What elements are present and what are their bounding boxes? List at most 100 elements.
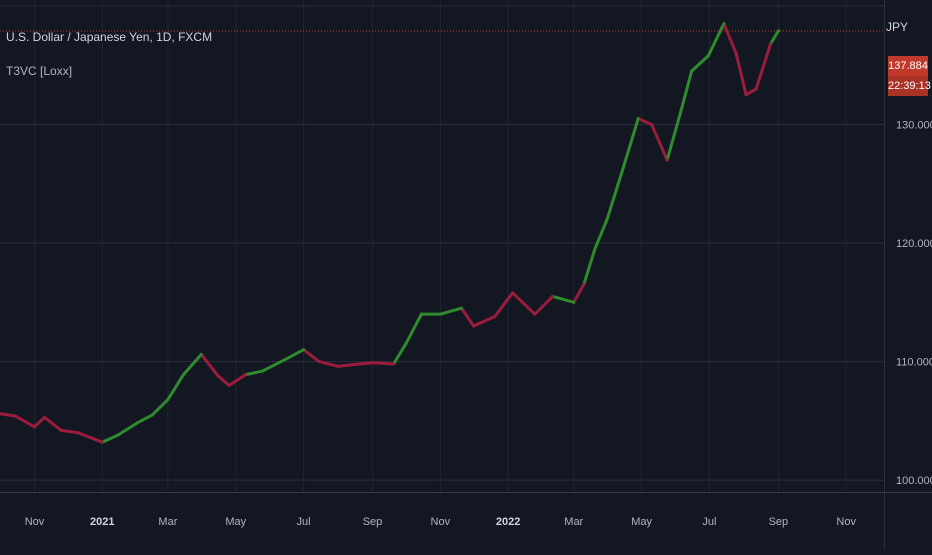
price-segment[interactable] bbox=[199, 352, 220, 378]
x-tick-label[interactable]: Jul bbox=[702, 516, 716, 528]
price-segment[interactable] bbox=[665, 111, 683, 162]
price-point[interactable] bbox=[227, 383, 231, 387]
price-segment[interactable] bbox=[166, 373, 185, 402]
price-point[interactable] bbox=[459, 306, 463, 310]
price-point[interactable] bbox=[244, 373, 248, 377]
price-segment[interactable] bbox=[317, 360, 340, 368]
symbol-title[interactable]: U.S. Dollar / Japanese Yen, 1D, FXCM bbox=[6, 30, 213, 44]
price-segment[interactable] bbox=[59, 428, 80, 435]
price-point[interactable] bbox=[665, 158, 669, 162]
price-segment[interactable] bbox=[302, 348, 321, 364]
price-point[interactable] bbox=[100, 440, 104, 444]
price-segment[interactable] bbox=[14, 414, 36, 429]
price-point[interactable] bbox=[605, 217, 609, 221]
price-segment[interactable] bbox=[605, 164, 626, 221]
x-tick-label[interactable]: Nov bbox=[431, 516, 451, 528]
price-point[interactable] bbox=[392, 362, 396, 366]
price-point[interactable] bbox=[14, 414, 18, 418]
price-point[interactable] bbox=[419, 312, 423, 316]
price-segment[interactable] bbox=[493, 291, 515, 319]
price-point[interactable] bbox=[706, 54, 710, 58]
price-point[interactable] bbox=[734, 51, 738, 55]
price-point[interactable] bbox=[572, 300, 576, 304]
price-segment[interactable] bbox=[116, 421, 139, 437]
price-segment[interactable] bbox=[706, 22, 726, 58]
x-tick-label[interactable]: 2022 bbox=[496, 516, 520, 528]
price-point[interactable] bbox=[650, 122, 654, 126]
price-segment[interactable] bbox=[100, 433, 120, 444]
price-point[interactable] bbox=[150, 413, 154, 417]
x-tick-label[interactable]: May bbox=[225, 516, 246, 528]
price-segment[interactable] bbox=[754, 42, 773, 91]
price-segment[interactable] bbox=[371, 361, 396, 366]
price-point[interactable] bbox=[317, 360, 321, 364]
price-point[interactable] bbox=[260, 369, 264, 373]
price-segment[interactable] bbox=[551, 294, 576, 304]
price-point[interactable] bbox=[371, 361, 375, 365]
price-segment[interactable] bbox=[769, 29, 780, 46]
x-tick-label[interactable]: 2021 bbox=[90, 516, 114, 528]
price-point[interactable] bbox=[336, 364, 340, 368]
price-point[interactable] bbox=[636, 117, 640, 121]
price-point[interactable] bbox=[622, 164, 626, 168]
price-segment[interactable] bbox=[722, 22, 738, 55]
price-point[interactable] bbox=[593, 247, 597, 251]
price-point[interactable] bbox=[116, 433, 120, 437]
price-point[interactable] bbox=[472, 324, 476, 328]
price-segment[interactable] bbox=[572, 283, 586, 304]
price-point[interactable] bbox=[0, 412, 2, 416]
price-segment[interactable] bbox=[438, 306, 463, 316]
price-segment[interactable] bbox=[336, 362, 361, 368]
price-segment[interactable] bbox=[472, 315, 497, 328]
x-tick-label[interactable]: Sep bbox=[769, 516, 789, 528]
price-point[interactable] bbox=[690, 69, 694, 73]
price-segment[interactable] bbox=[32, 415, 46, 429]
price-segment[interactable] bbox=[622, 117, 640, 168]
price-segment[interactable] bbox=[284, 348, 306, 361]
price-point[interactable] bbox=[769, 42, 773, 46]
price-segment[interactable] bbox=[135, 413, 154, 425]
price-segment[interactable] bbox=[734, 51, 748, 97]
price-point[interactable] bbox=[357, 362, 361, 366]
price-point[interactable] bbox=[42, 415, 46, 419]
price-point[interactable] bbox=[722, 22, 726, 26]
price-segment[interactable] bbox=[227, 373, 248, 387]
price-point[interactable] bbox=[32, 425, 36, 429]
price-point[interactable] bbox=[533, 312, 537, 316]
price-point[interactable] bbox=[284, 357, 288, 361]
x-tick-label[interactable]: Nov bbox=[25, 516, 45, 528]
price-segment[interactable] bbox=[42, 415, 63, 432]
price-segment[interactable] bbox=[679, 69, 694, 115]
price-point[interactable] bbox=[493, 315, 497, 319]
price-segment[interactable] bbox=[690, 54, 710, 73]
price-segment[interactable] bbox=[150, 398, 170, 417]
price-segment[interactable] bbox=[392, 342, 408, 366]
price-segment[interactable] bbox=[0, 412, 18, 418]
price-point[interactable] bbox=[679, 111, 683, 115]
price-point[interactable] bbox=[59, 428, 63, 432]
price-point[interactable] bbox=[302, 348, 306, 352]
price-segment[interactable] bbox=[260, 357, 288, 373]
price-segment[interactable] bbox=[404, 312, 423, 346]
price-segment[interactable] bbox=[216, 374, 231, 387]
price-segment[interactable] bbox=[357, 361, 375, 366]
price-point[interactable] bbox=[216, 374, 220, 378]
price-point[interactable] bbox=[776, 29, 780, 33]
price-segment[interactable] bbox=[636, 117, 654, 126]
price-point[interactable] bbox=[404, 342, 408, 346]
price-point[interactable] bbox=[181, 373, 185, 377]
price-point[interactable] bbox=[744, 93, 748, 97]
price-point[interactable] bbox=[551, 294, 555, 298]
price-point[interactable] bbox=[754, 87, 758, 91]
x-tick-label[interactable]: Nov bbox=[836, 516, 856, 528]
price-point[interactable] bbox=[582, 283, 586, 287]
x-tick-label[interactable]: Mar bbox=[564, 516, 583, 528]
price-point[interactable] bbox=[166, 398, 170, 402]
price-segment[interactable] bbox=[459, 306, 476, 328]
price-point[interactable] bbox=[199, 352, 203, 356]
price-segment[interactable] bbox=[593, 217, 609, 251]
price-segment[interactable] bbox=[533, 294, 555, 316]
